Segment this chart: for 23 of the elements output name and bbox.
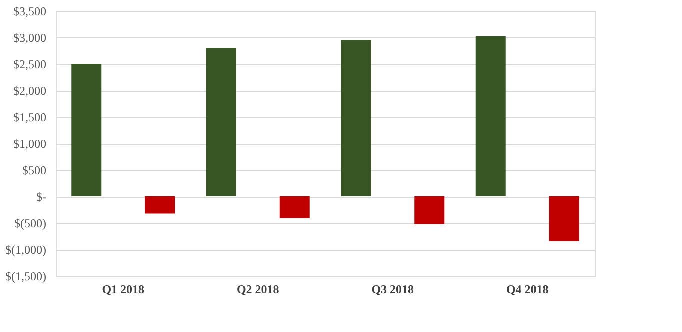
y-tick-label: $500 (22, 164, 46, 178)
y-tick-label: $3,000 (14, 31, 46, 45)
y-tick-label: $2,000 (14, 84, 46, 98)
y-tick-label: $1,500 (14, 110, 46, 124)
y-tick-label: $3,500 (14, 4, 46, 18)
bar (341, 40, 372, 196)
x-tick-label: Q3 2018 (372, 282, 414, 296)
y-tick-label: $- (36, 190, 46, 204)
bar (206, 48, 236, 196)
y-tick-label: $1,000 (14, 137, 46, 151)
y-tick-label: $(1,500) (6, 270, 46, 284)
x-tick-label: Q2 2018 (236, 282, 280, 296)
bar (414, 196, 445, 224)
x-tick-label: Q1 2018 (102, 282, 145, 296)
y-tick-label: $2,500 (14, 58, 46, 72)
bar (476, 36, 506, 196)
y-tick-label: $(500) (14, 216, 46, 230)
y-tick-label: $(1,000) (6, 243, 46, 257)
bar (145, 196, 176, 214)
bar (549, 196, 580, 242)
bar (72, 64, 102, 196)
x-tick-label: Q4 2018 (506, 282, 549, 296)
bar (280, 196, 310, 218)
